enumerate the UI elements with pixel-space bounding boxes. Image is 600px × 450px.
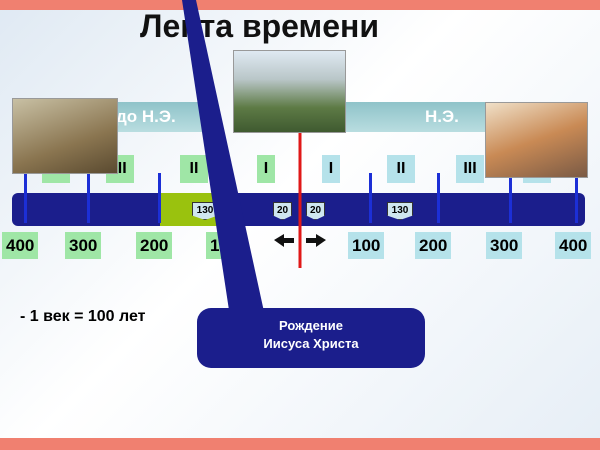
tick (87, 173, 90, 223)
callout-line-1: Рождение (279, 318, 343, 333)
century-ad-3: III (456, 155, 484, 183)
year-bc-200: 200 (136, 232, 173, 259)
primitive-people-image (12, 98, 118, 174)
year-ad-300: 300 (486, 232, 523, 259)
tick (158, 173, 161, 223)
tick (369, 173, 372, 223)
badge-130-ad: 130 (387, 202, 413, 220)
arrow-left-icon (274, 234, 294, 247)
century-ad-2: II (387, 155, 415, 183)
moscow-university-image (233, 50, 346, 133)
callout-line-2: Иисуса Христа (263, 336, 359, 351)
year-bc-400: 400 (2, 232, 39, 259)
tick (437, 173, 440, 223)
future-city-image (485, 102, 588, 178)
century-bc-2: II (180, 155, 208, 183)
badge-20-bc: 20 (273, 202, 292, 220)
bottom-accent-bar (0, 438, 600, 450)
callout-pointer (182, 0, 268, 330)
tick (24, 173, 27, 223)
year-ad-100: 100 (348, 232, 385, 259)
era-bc-label: до Н.Э. (112, 102, 202, 132)
tick (575, 173, 578, 223)
top-accent-bar (0, 0, 600, 10)
century-note: - 1 век = 100 лет (20, 308, 146, 325)
badge-20-ad: 20 (306, 202, 325, 220)
century-ad-1: I (322, 155, 340, 183)
era-ad-label: Н.Э. (345, 102, 490, 132)
year-bc-300: 300 (65, 232, 102, 259)
slide-title: Лента времени (140, 8, 379, 44)
birth-of-christ-callout: Рождение Иисуса Христа (197, 308, 425, 368)
year-ad-400: 400 (555, 232, 592, 259)
arrow-right-icon (306, 234, 326, 247)
year-ad-200: 200 (415, 232, 452, 259)
tick (509, 173, 512, 223)
century-bc-1: I (257, 155, 275, 183)
